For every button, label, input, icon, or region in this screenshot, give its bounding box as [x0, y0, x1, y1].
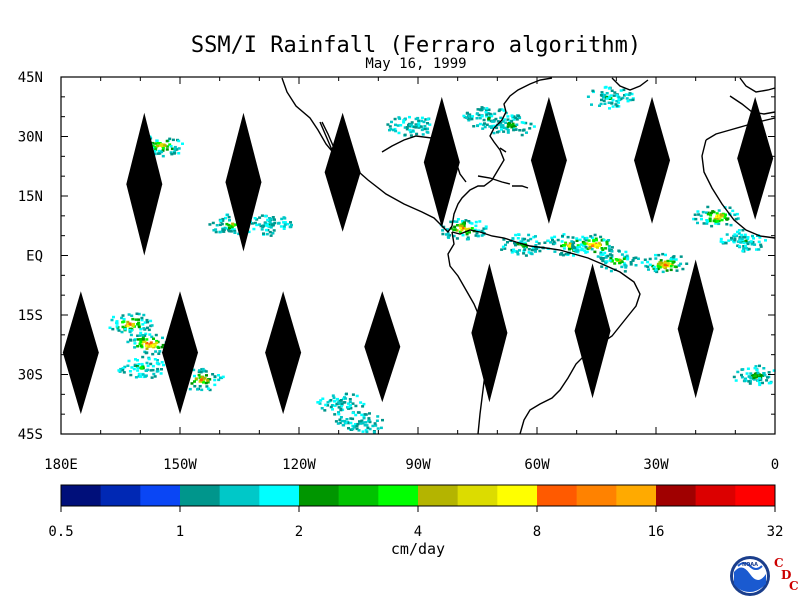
legend-unit-label: cm/day: [391, 540, 445, 558]
lon-label: 30W: [643, 457, 669, 473]
lon-label: 180E: [44, 457, 78, 473]
rain-layer: [108, 85, 776, 434]
rain-area: [334, 411, 384, 434]
page-subtitle: May 16, 1999: [365, 56, 466, 72]
legend-color-boxes: [61, 485, 776, 506]
lat-label: 30N: [18, 130, 43, 146]
legend-color-box: [537, 485, 577, 506]
legend-color-box: [338, 485, 379, 506]
legend-color-box: [616, 485, 657, 506]
legend-color-box: [61, 485, 101, 506]
rain-area: [485, 114, 536, 137]
legend-color-box: [180, 485, 220, 506]
legend-tick-label: 8: [533, 524, 541, 540]
legend-color-box: [259, 485, 300, 506]
legend-color-box: [140, 485, 181, 506]
longitude-labels: 180E 150W 120W 90W 60W 30W 0: [44, 457, 779, 473]
data-gap-swath: [126, 112, 163, 256]
coastline-south-america: [451, 229, 641, 435]
noaa-icon: NOAA: [730, 556, 770, 596]
lon-label: 60W: [524, 457, 550, 473]
lat-label: 45S: [18, 427, 43, 443]
data-gap-swath: [423, 96, 460, 228]
lat-label: 15N: [18, 189, 43, 205]
legend-tick-label: 1: [176, 524, 184, 540]
rain-area: [316, 392, 366, 416]
data-gap-swath: [324, 112, 361, 232]
page-title: SSM/I Rainfall (Ferraro algorithm): [191, 33, 641, 58]
legend-tick-labels: 0.5 1 2 4 8 16 32: [48, 506, 783, 540]
legend-color-box: [457, 485, 498, 506]
data-gap-swath: [737, 96, 774, 220]
rain-area: [640, 252, 689, 274]
legend-color-box: [576, 485, 617, 506]
rain-area: [719, 229, 767, 253]
lon-label: 0: [771, 457, 779, 473]
legend-tick-label: 16: [648, 524, 665, 540]
rain-area: [462, 106, 510, 130]
rain-area: [500, 233, 547, 257]
lon-label: 90W: [405, 457, 431, 473]
lat-label: EQ: [26, 249, 43, 265]
data-gap-swath: [677, 259, 714, 399]
legend-color-box: [735, 485, 776, 506]
cdc-letter-c2: C: [789, 579, 799, 593]
legend-color-box: [378, 485, 419, 506]
data-gap-swath: [265, 291, 302, 415]
rain-area: [596, 249, 640, 273]
data-gap-swath: [364, 291, 401, 403]
data-gap-swath: [574, 263, 611, 399]
cdc-letter-c1: C: [774, 556, 784, 570]
rain-area: [108, 312, 154, 337]
map-plot-area: [60, 76, 776, 435]
legend-color-box: [695, 485, 736, 506]
legend-tick-label: 4: [414, 524, 422, 540]
legend-color-box: [219, 485, 260, 506]
data-gap-swath: [634, 96, 671, 224]
noaa-logo-text: NOAA: [742, 562, 758, 568]
coastline-greenland: [611, 77, 649, 91]
lon-label: 150W: [163, 457, 197, 473]
rain-area: [732, 364, 776, 387]
legend-color-box: [100, 485, 141, 506]
legend-color-box: [418, 485, 458, 506]
legend-tick-label: 2: [295, 524, 303, 540]
rain-area: [586, 85, 635, 110]
lat-label: 15S: [18, 308, 43, 324]
data-gap-swath: [530, 96, 567, 224]
coastline-caribbean-islands: [477, 147, 529, 189]
legend-color-box: [497, 485, 538, 506]
legend-tick-label: 0.5: [48, 524, 73, 540]
data-gap-swath: [62, 291, 99, 415]
color-legend: 0.5 1 2 4 8 16 32 cm/day: [48, 484, 783, 558]
lon-label: 120W: [282, 457, 316, 473]
data-gap-swath: [471, 263, 508, 403]
legend-color-box: [299, 485, 339, 506]
lat-label: 45N: [18, 70, 43, 86]
rain-area: [386, 115, 432, 137]
legend-tick-label: 32: [767, 524, 784, 540]
data-gap-swath: [225, 112, 262, 252]
lat-label: 30S: [18, 368, 43, 384]
cdc-letter-d: D: [781, 568, 791, 582]
rain-area: [117, 355, 165, 379]
rain-area: [439, 218, 488, 241]
map-background: [61, 77, 775, 434]
axis-ticks: [60, 76, 776, 435]
data-gap-swaths: [62, 96, 774, 415]
data-gap-swath: [162, 291, 198, 415]
latitude-labels: 45N 30N 15N EQ 15S 30S 45S: [18, 70, 43, 443]
noaa-cdc-logo: NOAA C D C: [730, 556, 799, 596]
legend-color-box: [656, 485, 696, 506]
